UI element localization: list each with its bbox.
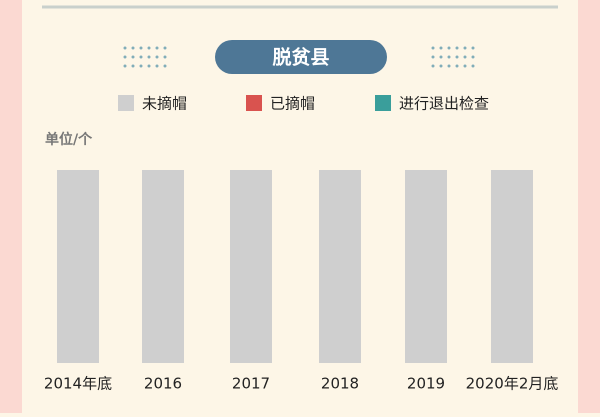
bar: [230, 170, 272, 363]
dots-right: [431, 46, 475, 68]
dots-left: [123, 46, 167, 68]
bar: [142, 170, 184, 363]
legend-label: 进行退出检查: [399, 95, 489, 113]
legend-label: 已摘帽: [270, 95, 315, 113]
x-tick-label: 2017: [232, 375, 270, 393]
side-border: [578, 0, 600, 413]
x-tick-label: 2020年2月底: [466, 375, 559, 393]
title-pill: [215, 40, 387, 74]
side-border: [0, 0, 22, 413]
legend-label: 未摘帽: [142, 95, 187, 113]
bar: [405, 170, 447, 363]
x-tick-label: 2016: [144, 375, 182, 393]
unit-label: 单位/个: [45, 131, 93, 148]
bar: [319, 170, 361, 363]
x-tick-label: 2018: [321, 375, 359, 393]
x-tick-label: 2019: [407, 375, 445, 393]
x-tick-label: 2014年底: [44, 375, 112, 393]
bar: [491, 170, 533, 363]
chart-title: 脱贫县: [272, 46, 329, 69]
legend-swatch: [375, 95, 391, 111]
legend-swatch: [246, 95, 262, 111]
legend-swatch: [118, 95, 134, 111]
bar: [57, 170, 99, 363]
